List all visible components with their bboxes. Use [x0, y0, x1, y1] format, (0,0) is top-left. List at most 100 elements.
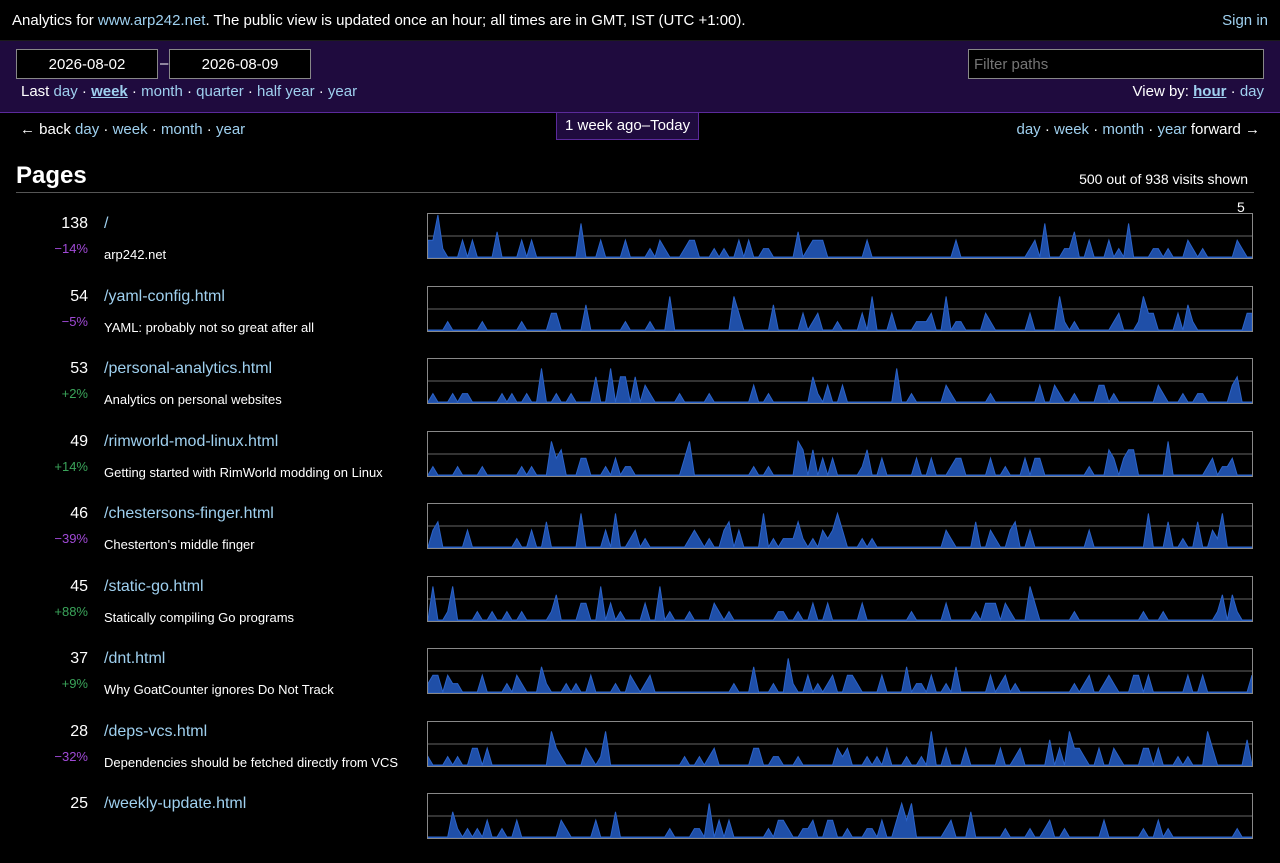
visit-count: 49: [70, 432, 88, 450]
forward-day[interactable]: day: [1016, 121, 1041, 138]
link-separator: ·: [1226, 83, 1240, 100]
page-title: Analytics on personal websites: [104, 392, 282, 407]
link-separator: ·: [127, 83, 142, 100]
hourly-chart[interactable]: [427, 648, 1253, 694]
period-day[interactable]: day: [53, 83, 78, 100]
change-percent: +14%: [54, 458, 88, 474]
change-percent: +88%: [54, 603, 88, 619]
change-percent: +2%: [61, 386, 88, 401]
sparkline-area: [428, 801, 1252, 838]
current-range: 1 week ago–Today: [556, 113, 700, 140]
page-row: 37 +9% /dnt.html Why GoatCounter ignores Do…: [0, 646, 1280, 718]
change-percent: −14%: [54, 241, 88, 256]
date-start-input[interactable]: [16, 49, 158, 79]
page-path-link[interactable]: /: [104, 215, 109, 232]
back-day[interactable]: day: [75, 121, 100, 138]
period-half-year[interactable]: half year: [257, 83, 315, 100]
page-path-link[interactable]: /rimworld-mod-linux.html: [104, 432, 279, 450]
sparkline-svg: [428, 214, 1252, 258]
forward-month[interactable]: month: [1102, 121, 1145, 138]
sparkline-area: [428, 368, 1252, 403]
link-separator: ·: [202, 121, 216, 138]
change-percent: +9%: [61, 676, 88, 691]
sparkline-area: [428, 214, 1252, 258]
page-row: 46 −39% /chestersons-finger.html Chesterton…: [0, 501, 1280, 573]
page-row: 54 −5% /yaml-config.html YAML: probably not…: [0, 284, 1280, 356]
visit-count: 54: [70, 287, 88, 305]
visit-count: 37: [70, 650, 88, 667]
period-month[interactable]: month: [141, 83, 183, 100]
back-year[interactable]: year: [215, 121, 246, 138]
page-title: Chesterton's middle finger: [104, 537, 255, 552]
change-percent: −32%: [54, 748, 88, 764]
period-selector: Last day · week · month · quarter · half…: [21, 83, 357, 100]
period-quarter[interactable]: quarter: [196, 83, 244, 100]
page-row: 138 −14% / arp242.net: [0, 211, 1280, 283]
page-path-link[interactable]: /chestersons-finger.html: [104, 505, 274, 522]
visit-count: 46: [70, 505, 88, 522]
back-label: ← back: [20, 121, 71, 138]
site-link[interactable]: www.arp242.net: [97, 11, 206, 29]
sparkline-svg: [428, 511, 1252, 548]
date-end-input[interactable]: [169, 49, 311, 79]
forward-label: forward →: [1190, 121, 1260, 138]
sparkline-svg: [428, 295, 1252, 331]
hourly-chart[interactable]: [427, 285, 1253, 332]
page-row: 53 +2% /personal-analytics.html Analytics o…: [0, 356, 1280, 428]
page-path-link[interactable]: /deps-vcs.html: [104, 722, 208, 740]
nav-back: ← back day · week · month · year: [20, 121, 245, 138]
sparkline-svg: [428, 730, 1252, 766]
sparkline-area: [428, 658, 1252, 693]
page-title: YAML: probably not so great after all: [104, 319, 315, 335]
forward-year[interactable]: year: [1157, 121, 1187, 138]
top-bar: Analytics for www.arp242.net. The public…: [0, 0, 1280, 41]
page-row: 49 +14% /rimworld-mod-linux.html Getting st…: [0, 429, 1280, 501]
period-week[interactable]: week: [91, 83, 128, 100]
page-path-link[interactable]: /weekly-update.html: [104, 795, 247, 812]
hourly-chart[interactable]: [427, 503, 1253, 549]
sparkline-svg: [428, 585, 1252, 621]
hourly-chart[interactable]: [427, 358, 1253, 404]
link-separator: ·: [99, 121, 113, 138]
link-separator: ·: [314, 83, 328, 100]
date-separator: –: [160, 55, 169, 72]
sparkline-svg: [428, 439, 1252, 476]
hourly-chart[interactable]: [427, 575, 1253, 622]
sparkline-area: [428, 730, 1252, 766]
view-by-hour[interactable]: hour: [1193, 83, 1227, 100]
sparkline-svg: [428, 658, 1252, 693]
view-by-label: View by:: [1132, 83, 1189, 100]
intro-prefix: Analytics for: [12, 11, 98, 29]
view-by-day[interactable]: day: [1239, 83, 1264, 100]
page-title: Why GoatCounter ignores Do Not Track: [104, 682, 334, 697]
back-month[interactable]: month: [160, 121, 203, 138]
visit-count: 53: [70, 360, 88, 377]
sparkline-area: [428, 439, 1252, 476]
change-percent: −39%: [54, 531, 88, 546]
page-path-link[interactable]: /dnt.html: [104, 650, 166, 667]
forward-week[interactable]: week: [1054, 121, 1090, 138]
visit-count: 28: [70, 722, 88, 740]
page-path-link[interactable]: /static-go.html: [104, 577, 204, 595]
filter-paths-input[interactable]: [968, 49, 1264, 79]
visit-count: 25: [70, 795, 88, 812]
sparkline-area: [428, 511, 1252, 548]
period-year[interactable]: year: [327, 83, 358, 100]
page-path-link[interactable]: /yaml-config.html: [104, 287, 225, 305]
period-navigation: ← back day · week · month · year 1 week …: [0, 113, 1280, 145]
page-row: 25/weekly-update.html: [0, 791, 1280, 863]
page-row: 28 −32% /deps-vcs.html Dependencies should …: [0, 719, 1280, 791]
back-week[interactable]: week: [112, 121, 148, 138]
sparkline-area: [428, 585, 1252, 621]
hourly-chart[interactable]: [427, 720, 1253, 767]
sign-in-link[interactable]: Sign in: [1222, 11, 1268, 29]
hourly-chart[interactable]: [427, 213, 1253, 259]
filter-bar: – Last day · week · month · quarter · ha…: [0, 41, 1280, 113]
hourly-chart[interactable]: [427, 430, 1253, 477]
link-separator: ·: [243, 83, 258, 100]
page-title: Getting started with RimWorld modding on…: [104, 464, 383, 480]
page-path-link[interactable]: /personal-analytics.html: [104, 360, 273, 377]
site-intro: Analytics for www.arp242.net. The public…: [12, 12, 746, 29]
view-by: View by: hour · day: [1133, 83, 1264, 100]
sparkline-area: [428, 295, 1252, 331]
